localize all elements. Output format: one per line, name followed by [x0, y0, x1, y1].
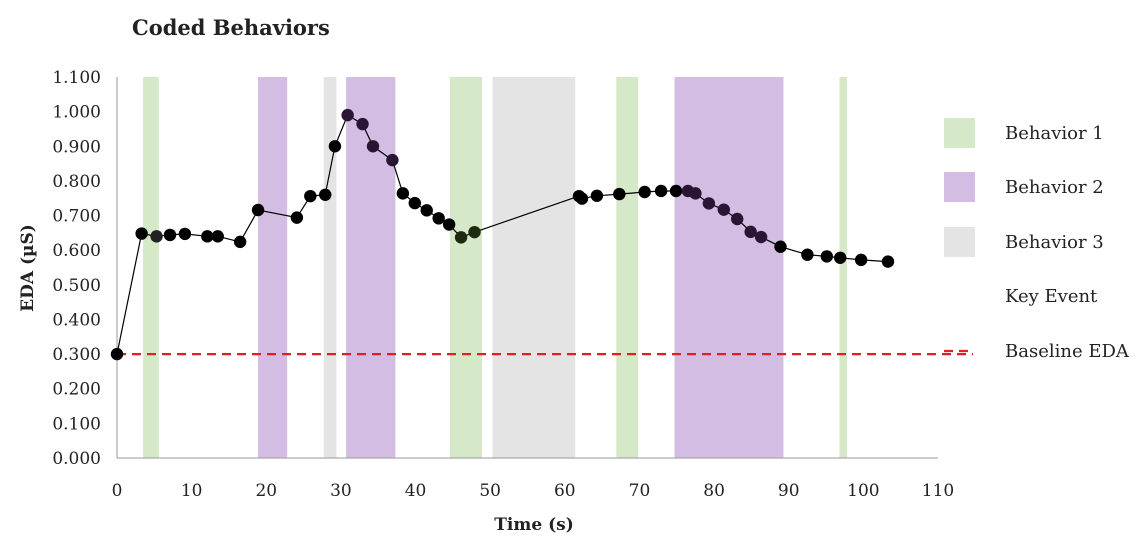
- x-tick-label: 50: [479, 481, 501, 501]
- y-tick-label: 0.500: [52, 276, 101, 296]
- y-tick-label: 0.000: [52, 449, 101, 469]
- data-point: [774, 240, 787, 253]
- x-tick-label: 0: [112, 481, 123, 501]
- chart-title: Coded Behaviors: [132, 15, 330, 40]
- y-tick-label: 0.400: [52, 310, 101, 330]
- x-tick-label: 110: [922, 481, 954, 501]
- data-point: [669, 184, 683, 198]
- data-point: [135, 227, 148, 240]
- data-point: [386, 153, 399, 167]
- data-point: [432, 212, 445, 225]
- y-tick-label: 1.000: [52, 103, 101, 123]
- data-point: [442, 218, 456, 231]
- data-point: [590, 189, 604, 203]
- tick-labels: 0 10 20 30 40 50 60 70 80 90 100 110 0.000 0.100 0.200…: [52, 68, 954, 501]
- data-point: [408, 196, 421, 210]
- data-point: [201, 230, 214, 243]
- data-point: [702, 197, 716, 210]
- y-tick-label: 1.100: [52, 68, 101, 88]
- data-point: [613, 187, 626, 201]
- x-tick-label: 90: [778, 481, 800, 501]
- y-tick-label: 0.900: [52, 137, 101, 157]
- data-point: [396, 187, 410, 200]
- x-tick-label: 60: [554, 481, 576, 501]
- legend-label: Behavior 2: [1005, 177, 1104, 198]
- data-point: [834, 251, 847, 265]
- data-point: [233, 235, 247, 249]
- legend: Behavior 1 Behavior 2 Behavior 3 Key Event B…: [944, 118, 1130, 362]
- y-tick-label: 0.200: [52, 380, 101, 400]
- data-point: [356, 117, 369, 131]
- data-point: [717, 203, 730, 216]
- data-point: [654, 184, 668, 198]
- behavior-band-9: [839, 77, 847, 458]
- x-tick-label: 80: [703, 481, 725, 501]
- data-point: [110, 347, 124, 361]
- y-tick-label: 0.600: [52, 241, 101, 261]
- legend-label: Behavior 1: [1005, 123, 1104, 144]
- data-point: [420, 204, 433, 217]
- data-point: [211, 230, 224, 243]
- behavior-band-8: [674, 77, 784, 458]
- legend-swatch: [944, 227, 975, 257]
- data-point: [744, 225, 757, 239]
- behavior-band-3: [323, 77, 337, 458]
- data-point: [689, 187, 702, 200]
- eda-series: [110, 108, 895, 361]
- data-point: [820, 250, 833, 263]
- behavior-band-5: [449, 77, 482, 458]
- data-point: [178, 227, 192, 241]
- behavior-band-6: [492, 77, 576, 458]
- data-point: [290, 211, 304, 224]
- y-tick-label: 0.700: [52, 207, 101, 227]
- data-point: [366, 140, 380, 153]
- data-point: [468, 225, 481, 239]
- data-point: [304, 189, 317, 203]
- data-point: [251, 203, 265, 217]
- legend-label: Behavior 3: [1005, 232, 1104, 253]
- behavior-bands: [143, 77, 847, 458]
- y-axis-label: EDA (µS): [18, 224, 38, 312]
- data-point: [150, 230, 163, 243]
- data-point: [731, 212, 744, 226]
- data-point: [638, 185, 651, 199]
- data-point: [163, 228, 177, 242]
- behavior-band-2: [258, 77, 288, 458]
- data-point: [854, 253, 868, 267]
- legend-label: Key Event: [1005, 286, 1098, 307]
- data-point: [575, 192, 589, 205]
- x-tick-label: 30: [330, 481, 352, 501]
- y-tick-label: 0.800: [52, 172, 101, 192]
- data-point: [328, 140, 342, 153]
- legend-swatch: [944, 118, 975, 148]
- x-tick-label: 40: [405, 481, 427, 501]
- data-point: [801, 248, 814, 261]
- x-tick-label: 10: [181, 481, 203, 501]
- data-point: [319, 188, 332, 201]
- y-tick-label: 0.100: [52, 414, 101, 434]
- y-tick-label: 0.300: [52, 345, 101, 365]
- behavior-band-4: [346, 77, 396, 458]
- x-axis-label: Time (s): [494, 515, 574, 535]
- data-point: [454, 231, 468, 244]
- x-tick-label: 20: [255, 481, 277, 501]
- data-point: [754, 230, 768, 244]
- x-tick-label: 100: [847, 481, 879, 501]
- legend-label: Baseline EDA: [1005, 341, 1130, 362]
- behavior-band-1: [143, 77, 159, 458]
- x-tick-label: 70: [629, 481, 651, 501]
- data-point: [341, 108, 354, 122]
- legend-swatch: [944, 172, 975, 202]
- axes: [116, 77, 938, 459]
- data-point: [881, 255, 895, 268]
- behavior-band-7: [616, 77, 638, 458]
